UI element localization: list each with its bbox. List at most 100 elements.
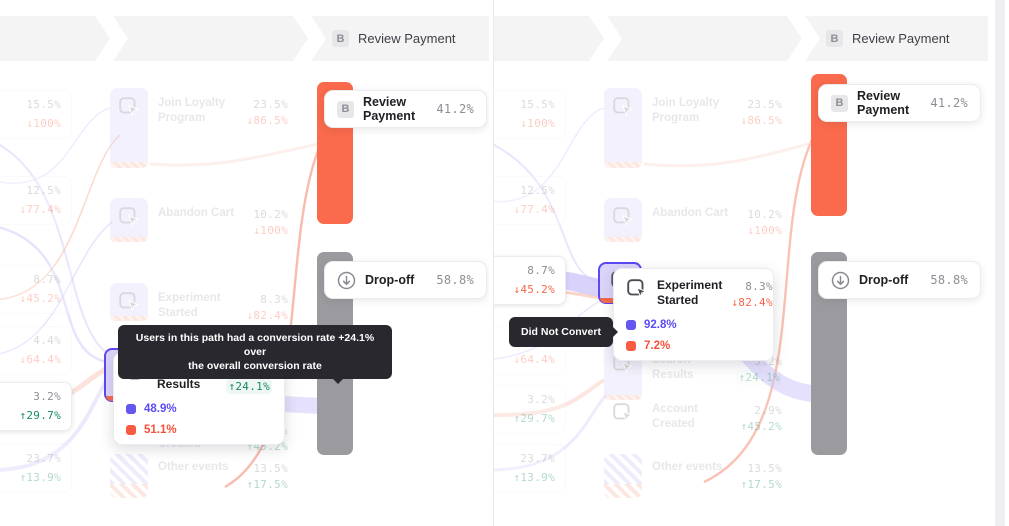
converted-card[interactable]: B Review Payment 41.2%: [818, 84, 981, 122]
node-label: Account Created: [652, 403, 698, 430]
step-badge: B: [831, 94, 848, 112]
conversion-tooltip: Users in this path had a conversion rate…: [118, 325, 392, 384]
node-delta: ↓86.5%: [246, 114, 288, 127]
journey-node[interactable]: Account Created 2.9% ↑45.2%: [594, 398, 782, 434]
dropoff-card[interactable]: Drop-off 58.8%: [324, 261, 487, 299]
converted-swatch-icon: [126, 404, 136, 414]
journey-node[interactable]: Join Loyalty Program 23.5% ↓86.5%: [594, 88, 782, 168]
journey-node[interactable]: Abandon Cart 10.2% ↓100%: [100, 198, 288, 242]
dropoff-label: Drop-off: [365, 273, 415, 287]
node-delta: ↓77.4%: [19, 203, 61, 216]
converted-label: Review Payment: [363, 95, 416, 123]
event-click-icon: [119, 292, 139, 311]
converted-share: 92.8%: [644, 319, 677, 331]
right-edge-strip: [995, 0, 1005, 526]
step-header-band: B Review Payment: [494, 16, 988, 61]
split-row-dropoff[interactable]: 51.1%: [126, 424, 272, 436]
node-value: 12.5%: [26, 184, 61, 197]
drop-off-icon: [831, 271, 850, 289]
node-value: 23.7%: [520, 452, 555, 465]
split-row-converted[interactable]: 92.8%: [626, 319, 761, 331]
prev-node-card-active[interactable]: 8.7% ↓45.2%: [494, 256, 566, 305]
tooltip-line: the overall conversion rate: [188, 360, 322, 372]
journey-node[interactable]: Abandon Cart 10.2% ↓100%: [594, 198, 782, 242]
prev-node-card[interactable]: 12.5% ↓77.4%: [494, 176, 566, 225]
prev-node-card[interactable]: art15.5% ↓100%: [0, 90, 72, 139]
converted-card[interactable]: B Review Payment 41.2%: [324, 90, 487, 128]
node-label: Other events: [652, 461, 723, 473]
node-value: 3.2%: [527, 393, 555, 406]
journey-panel-left: B Review Payment art15.5% ↓100% 12.5% ↓7…: [0, 0, 489, 526]
journey-node-other-events[interactable]: Other events 13.5% ↑17.5%: [594, 452, 782, 498]
hovered-node-card[interactable]: Experiment Started 8.3% ↓82.4% 92.8% 7.2%: [613, 268, 774, 361]
event-click-icon: [613, 403, 633, 422]
journey-panel-right: B Review Payment rt15.5% ↓100% 12.5% ↓77…: [493, 0, 988, 526]
step-badge: B: [826, 30, 843, 47]
converted-rate: 41.2%: [436, 102, 474, 116]
node-value: 23.5%: [747, 98, 782, 111]
did-not-convert-tooltip: Did Not Convert: [509, 317, 618, 347]
node-value: 12.5%: [520, 184, 555, 197]
node-delta[interactable]: ↑24.1%: [226, 379, 272, 394]
split-row-dropoff[interactable]: 7.2%: [626, 340, 761, 352]
dropoff-card[interactable]: Drop-off 58.8%: [818, 261, 981, 299]
dropoff-share: 51.1%: [144, 424, 177, 436]
node-value: 23.7%: [26, 452, 61, 465]
node-label: Join Loyalty Program: [158, 97, 226, 124]
prev-node-card[interactable]: s23.7% ↑13.9%: [494, 444, 566, 493]
tooltip-line: Did Not Convert: [521, 326, 601, 338]
prev-node-card[interactable]: ge4.4% ↓64.4%: [0, 326, 72, 375]
node-delta: ↑29.7%: [19, 409, 61, 422]
node-delta: ↑24.1%: [738, 371, 780, 384]
node-value: 10.2%: [747, 208, 782, 221]
converted-share: 48.9%: [144, 403, 177, 415]
node-value: 15.5%: [520, 98, 555, 111]
other-events-hatch-icon: [110, 454, 148, 498]
journey-node[interactable]: Join Loyalty Program 23.5% ↓86.5%: [100, 88, 288, 168]
step-title: Review Payment: [358, 31, 456, 46]
node-delta: ↓100%: [26, 117, 61, 130]
dropoff-swatch-icon: [626, 341, 636, 351]
node-delta: ↑17.5%: [740, 478, 782, 491]
journey-node[interactable]: Experiment Started 8.3% ↓82.4%: [100, 283, 288, 323]
node-flow-bar: [110, 88, 148, 168]
node-delta: ↑45.2%: [740, 420, 782, 433]
node-label: Abandon Cart: [158, 207, 235, 219]
dropoff-label: Drop-off: [859, 273, 909, 287]
node-value: 3.2%: [33, 390, 61, 403]
node-delta: ↑17.5%: [246, 478, 288, 491]
step-badge: B: [332, 30, 349, 47]
prev-node-card[interactable]: rt15.5% ↓100%: [494, 90, 566, 139]
node-flow-bar: [604, 198, 642, 242]
prev-node-card[interactable]: ts23.7% ↑13.9%: [0, 444, 72, 493]
node-value: 2.9%: [754, 404, 782, 417]
journey-node-other-events[interactable]: Other events 13.5% ↑17.5%: [100, 452, 288, 498]
node-flow-bar: [604, 88, 642, 168]
node-value: 8.7%: [33, 273, 61, 286]
node-delta: ↓82.4%: [731, 296, 773, 309]
node-delta: ↑13.9%: [19, 471, 61, 484]
prev-node-card[interactable]: 12.5% ↓77.4%: [0, 176, 72, 225]
node-delta: ↓45.2%: [19, 292, 61, 305]
node-label: Abandon Cart: [652, 207, 729, 219]
node-delta: ↑29.7%: [513, 412, 555, 425]
node-value: 13.5%: [747, 462, 782, 475]
other-events-hatch-icon: [604, 454, 642, 498]
node-label: Experiment Started: [158, 292, 221, 319]
step-header[interactable]: B Review Payment: [826, 16, 950, 61]
split-row-converted[interactable]: 48.9%: [126, 403, 272, 415]
step-badge: B: [337, 100, 354, 118]
dropoff-rate: 58.8%: [436, 273, 474, 287]
node-label: Experiment Started: [657, 278, 723, 307]
prev-node-card[interactable]: lts3.2% ↑29.7%: [494, 385, 566, 434]
node-delta: ↓86.5%: [740, 114, 782, 127]
prev-node-card[interactable]: y8.7% ↓45.2%: [0, 265, 72, 314]
node-value: 8.7%: [527, 264, 555, 277]
node-delta: ↓100%: [253, 224, 288, 237]
step-header[interactable]: B Review Payment: [332, 16, 456, 61]
node-value: 13.5%: [253, 462, 288, 475]
node-delta: ↓100%: [747, 224, 782, 237]
prev-node-card-active[interactable]: ults3.2% ↑29.7%: [0, 382, 72, 431]
node-value: 23.5%: [253, 98, 288, 111]
